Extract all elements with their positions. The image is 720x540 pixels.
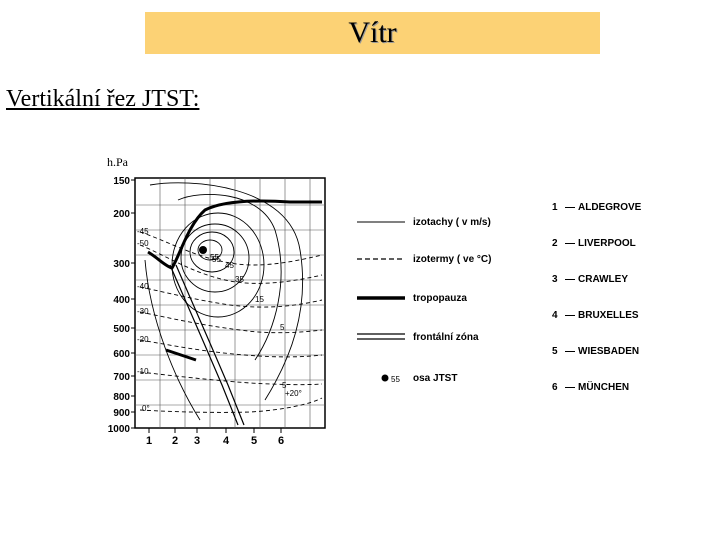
legend-label: izotachy ( v m/s) [413,217,491,228]
station-list: 1 — ALDEGROVE 2 — LIVERPOOL 3 — CRAWLEY … [552,202,642,393]
y-tick-label: 300 [113,259,130,270]
station-number: 1 [552,202,558,213]
speed-label: 15 [255,295,264,304]
frontal-zone [169,264,245,426]
jet-core-label: 55 [210,253,219,262]
station-name: CRAWLEY [578,274,628,285]
legend-jet-symbol-label: 55 [391,375,400,384]
station-name: MÜNCHEN [578,380,629,393]
x-tick-label: 2 [172,435,178,447]
plot-frame [134,177,326,429]
station-name: BRUXELLES [578,310,639,321]
temp-label: -20 [137,335,149,344]
y-tick-label: 600 [113,349,130,360]
y-tick-label: 900 [113,408,130,419]
speed-label: 35 [235,275,244,284]
temp-label: +20° [285,389,302,398]
station-name: LIVERPOOL [578,238,636,249]
legend: 55 izotachy ( v m/s) izotermy ( ve °C) t… [357,217,491,384]
isotachs [144,182,304,421]
station-dash: — [565,202,575,213]
speed-labels: 55 45 35 15 5 5 [212,255,287,390]
y-tick-label: 150 [113,176,130,187]
y-tick-label: 800 [113,392,130,403]
station-name: ALDEGROVE [578,202,642,213]
station-dash: — [565,238,575,249]
station-number: 2 [552,238,558,249]
temp-label: -30 [137,307,149,316]
x-tick-labels: 1 2 3 4 5 6 [146,428,284,447]
station-name: WIESBADEN [578,346,639,357]
y-tick-labels: 150 200 300 400 500 600 700 800 900 1000 [108,176,135,435]
speed-label: 5 [282,381,287,390]
station-dash: — [565,382,575,393]
station-number: 4 [552,310,558,321]
temp-label: -10 [137,367,149,376]
x-tick-label: 1 [146,435,152,447]
x-tick-label: 6 [278,435,284,447]
speed-label: 55 [212,255,221,264]
temp-label: -40 [137,282,149,291]
y-tick-label: 200 [113,209,130,220]
station-number: 5 [552,346,558,357]
x-tick-label: 4 [223,435,230,447]
station-dash: — [565,274,575,285]
title-bar: Vítr [145,12,600,54]
speed-label: 45 [225,261,234,270]
temp-label: -50 [137,239,149,248]
y-tick-label: 400 [113,295,130,306]
legend-label: izotermy ( ve °C) [413,254,491,265]
x-tick-label: 3 [194,435,200,447]
y-axis-unit: h.Pa [107,155,128,169]
station-dash: — [565,346,575,357]
temp-label: -45 [137,227,149,236]
y-tick-label: 1000 [108,424,131,435]
speed-label: 5 [280,323,285,332]
legend-swatch-jet-axis [381,374,389,382]
x-tick-label: 5 [251,435,257,447]
isotherms [139,231,323,413]
legend-label: tropopauza [413,293,467,304]
page-title: Vítr [348,16,397,49]
y-tick-label: 700 [113,372,130,383]
legend-label: osa JTST [413,373,457,384]
section-subtitle: Vertikální řez JTST: [6,86,200,112]
temperature-labels: -45 -50 -40 -30 -20 -10 0° +20° [137,227,302,413]
y-tick-label: 500 [113,324,130,335]
temp-label: 0° [142,404,150,413]
station-number: 6 [552,382,558,393]
station-number: 3 [552,274,558,285]
station-dash: — [565,310,575,321]
legend-label: frontální zóna [413,332,479,343]
jet-axis-marker: 55 [199,246,219,262]
tropopause [147,199,322,362]
